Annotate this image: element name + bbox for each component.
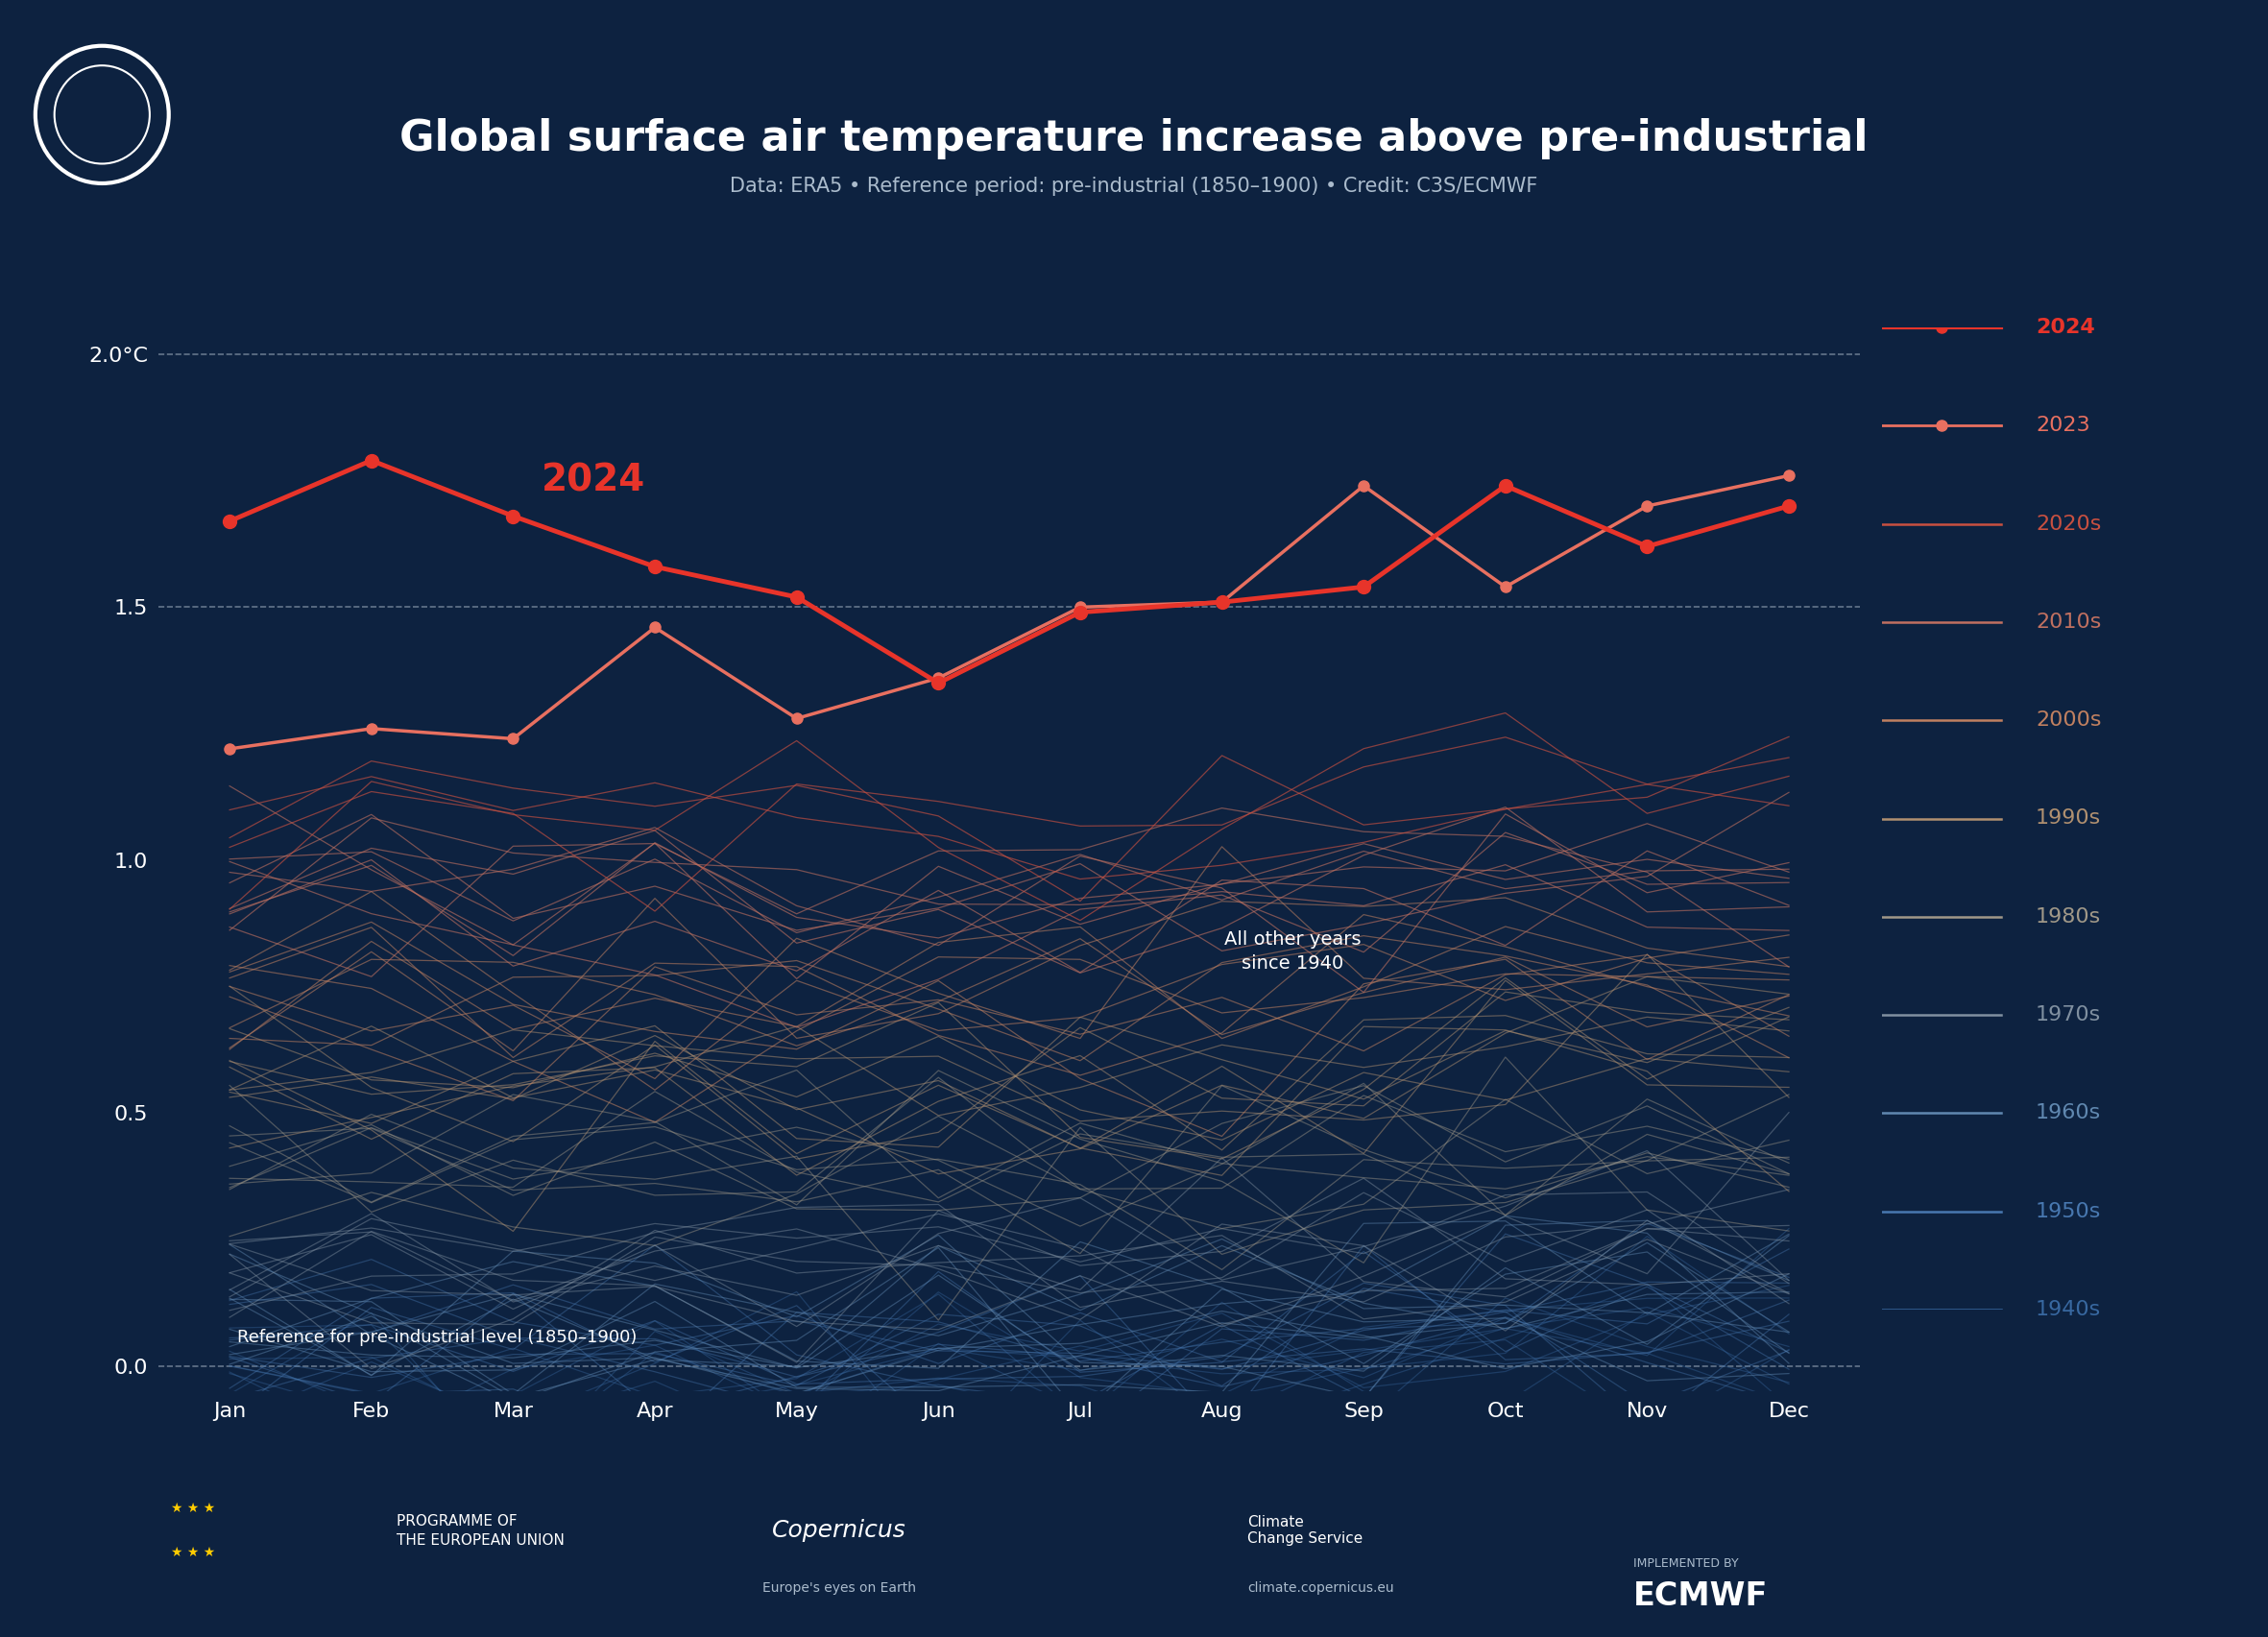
Text: ★ ★ ★: ★ ★ ★ <box>170 1545 215 1560</box>
Text: 1980s: 1980s <box>2037 907 2100 927</box>
Text: Copernicus: Copernicus <box>771 1519 907 1542</box>
Text: All other years
since 1940: All other years since 1940 <box>1225 930 1361 972</box>
Text: 2024: 2024 <box>542 462 646 499</box>
Text: 1970s: 1970s <box>2037 1005 2100 1025</box>
Text: ★ ★ ★: ★ ★ ★ <box>170 1501 215 1516</box>
Text: IMPLEMENTED BY: IMPLEMENTED BY <box>1633 1557 1737 1570</box>
Text: 2000s: 2000s <box>2037 710 2102 730</box>
Text: PROGRAMME OF
THE EUROPEAN UNION: PROGRAMME OF THE EUROPEAN UNION <box>397 1514 565 1547</box>
Text: 1940s: 1940s <box>2037 1300 2100 1319</box>
Text: 2010s: 2010s <box>2037 612 2100 632</box>
Text: Europe's eyes on Earth: Europe's eyes on Earth <box>762 1581 916 1594</box>
Text: Data: ERA5 • Reference period: pre-industrial (1850–1900) • Credit: C3S/ECMWF: Data: ERA5 • Reference period: pre-indus… <box>730 177 1538 196</box>
Text: 2024: 2024 <box>2037 318 2096 337</box>
Text: 1960s: 1960s <box>2037 1103 2100 1123</box>
Text: 2023: 2023 <box>2037 416 2089 435</box>
Text: ECMWF: ECMWF <box>1633 1580 1767 1612</box>
Text: 1990s: 1990s <box>2037 809 2100 828</box>
Text: 1950s: 1950s <box>2037 1202 2100 1221</box>
Text: Global surface air temperature increase above pre-industrial: Global surface air temperature increase … <box>399 118 1869 160</box>
Text: climate.copernicus.eu: climate.copernicus.eu <box>1247 1581 1395 1594</box>
Text: Reference for pre-industrial level (1850–1900): Reference for pre-industrial level (1850… <box>236 1329 637 1346</box>
Text: 2020s: 2020s <box>2037 514 2100 534</box>
Text: Climate
Change Service: Climate Change Service <box>1247 1514 1363 1547</box>
